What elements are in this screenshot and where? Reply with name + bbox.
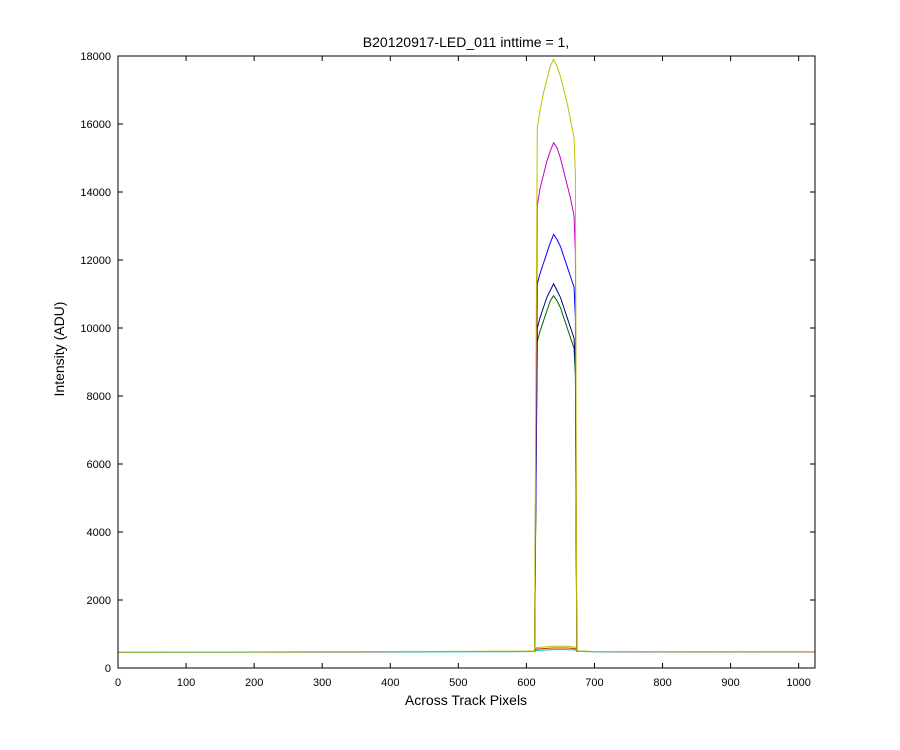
x-tick-label: 600 — [517, 677, 535, 689]
y-tick-label: 16000 — [80, 119, 111, 131]
x-tick-label: 700 — [585, 677, 603, 689]
x-axis-label: Across Track Pixels — [405, 692, 527, 708]
chart-title: B20120917-LED_011 inttime = 1, — [363, 34, 569, 50]
ticks-layer: 0 100 200 300 400 500 600 700 800 900 100002000400… — [80, 51, 815, 689]
x-tick-label: 900 — [721, 677, 739, 689]
y-tick-label: 8000 — [87, 391, 111, 403]
x-tick-label: 1000 — [786, 677, 810, 689]
series-line-5 — [534, 282, 578, 652]
y-tick-label: 6000 — [87, 459, 111, 471]
plot-area — [118, 56, 815, 668]
series-layer — [117, 58, 816, 653]
series-line-8 — [534, 58, 578, 652]
x-tick-label: 100 — [177, 677, 195, 689]
y-tick-label: 0 — [105, 663, 111, 675]
y-tick-label: 12000 — [80, 255, 111, 267]
y-tick-label: 2000 — [87, 595, 111, 607]
x-tick-label: 400 — [381, 677, 399, 689]
series-line-4 — [534, 294, 578, 652]
x-tick-label: 300 — [313, 677, 331, 689]
plot-frame — [117, 55, 816, 669]
y-tick-label: 18000 — [80, 51, 111, 63]
y-axis-label: Intensity (ADU) — [51, 302, 67, 397]
x-tick-label: 200 — [245, 677, 263, 689]
series-line-6 — [534, 233, 578, 652]
series-line-3 — [117, 645, 816, 653]
x-tick-label: 500 — [449, 677, 467, 689]
x-tick-label: 800 — [653, 677, 671, 689]
y-tick-label: 10000 — [80, 323, 111, 335]
y-tick-label: 14000 — [80, 187, 111, 199]
x-tick-label: 0 — [115, 677, 121, 689]
y-tick-label: 4000 — [87, 527, 111, 539]
series-line-7 — [534, 141, 578, 652]
